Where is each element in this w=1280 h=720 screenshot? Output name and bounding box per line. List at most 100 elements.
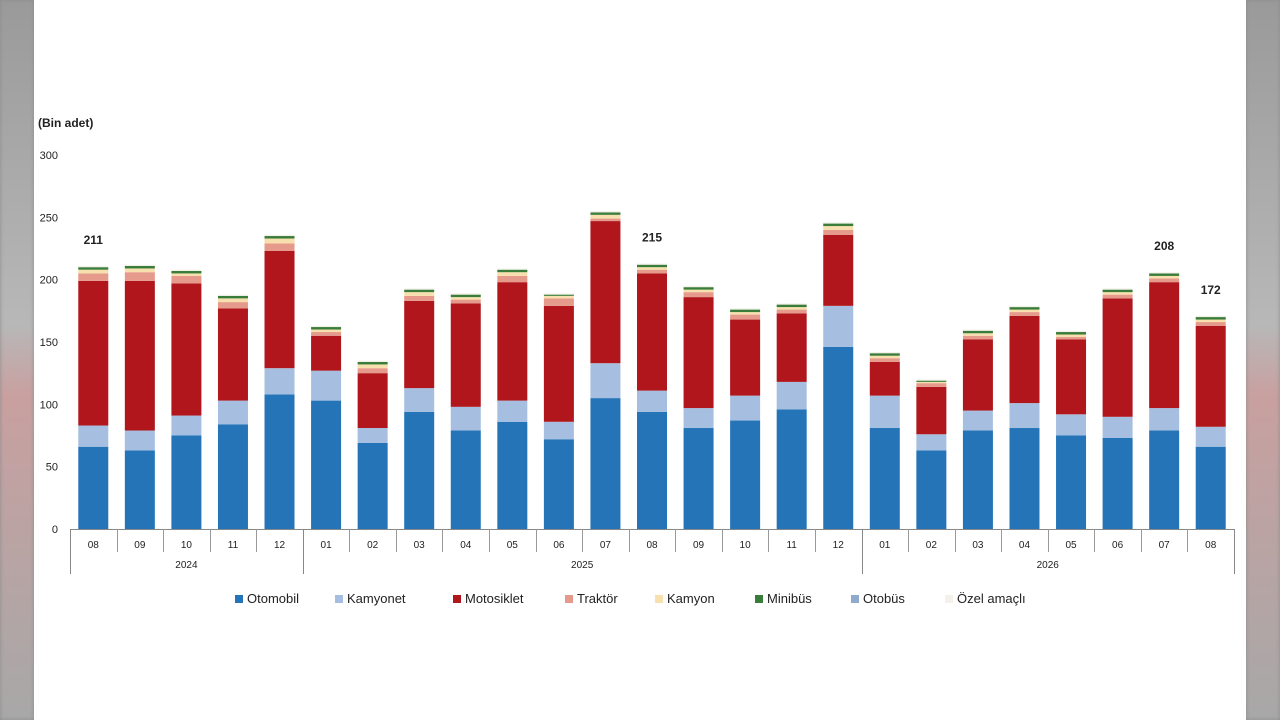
bar-segment bbox=[357, 368, 388, 374]
bar-segment bbox=[311, 327, 342, 330]
bar-segment bbox=[1056, 332, 1087, 335]
bar-segment bbox=[637, 267, 667, 270]
bar-segment bbox=[1149, 282, 1180, 409]
bar-segment bbox=[1102, 298, 1133, 417]
bar-segment bbox=[217, 424, 248, 529]
bar-segment bbox=[264, 368, 295, 395]
bar-segment bbox=[543, 305, 574, 422]
legend-swatch bbox=[235, 594, 243, 603]
bar-segment bbox=[916, 379, 947, 381]
legend-label: Minibüs bbox=[767, 591, 812, 606]
bar-segment bbox=[217, 294, 248, 296]
bar-segment bbox=[916, 434, 947, 451]
y-tick-label: 300 bbox=[40, 150, 58, 162]
bar-segment bbox=[497, 272, 528, 276]
bar-segment bbox=[450, 303, 481, 407]
total-annotation: 215 bbox=[642, 230, 662, 244]
bar-segment bbox=[1056, 414, 1087, 436]
bar-segment bbox=[962, 333, 993, 336]
bar-segment bbox=[776, 307, 807, 310]
bar-segment bbox=[78, 273, 109, 281]
bar-segment bbox=[776, 309, 807, 314]
bar-segment bbox=[962, 329, 993, 331]
bar-segment bbox=[1102, 294, 1133, 299]
bar-segment bbox=[450, 294, 481, 298]
bar-segment bbox=[1149, 278, 1180, 283]
bar-segment bbox=[404, 292, 435, 296]
bar-segment bbox=[124, 265, 155, 269]
x-tick-label: 01 bbox=[879, 540, 891, 551]
bar-segment bbox=[264, 250, 295, 369]
bar-segment bbox=[962, 339, 993, 411]
bar-segment bbox=[869, 351, 900, 354]
legend-item: Kamyon bbox=[655, 591, 755, 606]
chart-panel: (Bin adet) 0 50 100 150 200 250 300 08 09 10 11 12 0… bbox=[34, 0, 1246, 720]
bar-segment bbox=[590, 398, 621, 529]
x-tick-label: 12 bbox=[833, 540, 845, 551]
legend-swatch bbox=[335, 594, 343, 603]
bar-segment bbox=[311, 335, 342, 371]
bar-segment bbox=[637, 273, 667, 391]
bar-segment bbox=[311, 400, 342, 529]
bar-segment bbox=[823, 346, 854, 529]
bar-segment bbox=[823, 305, 854, 347]
legend-label: Kamyon bbox=[667, 591, 715, 606]
total-annotation: 208 bbox=[1154, 239, 1174, 253]
x-tick-label: 10 bbox=[740, 540, 752, 551]
legend-swatch bbox=[453, 594, 461, 603]
bar-segment bbox=[683, 287, 714, 290]
bar-segment bbox=[590, 218, 621, 222]
bar-segment bbox=[543, 295, 574, 299]
legend-swatch bbox=[945, 594, 953, 603]
bar-segment bbox=[217, 295, 248, 299]
bar-segment bbox=[590, 221, 621, 364]
bar-segment bbox=[171, 273, 202, 276]
bar-segment bbox=[730, 308, 761, 310]
x-tick-label: 02 bbox=[367, 540, 379, 551]
bar-segment bbox=[78, 269, 109, 274]
bar-segment bbox=[1102, 416, 1133, 438]
bar-segment bbox=[497, 400, 528, 422]
bar-segment bbox=[916, 383, 947, 387]
bar-segment bbox=[1009, 315, 1040, 404]
legend-label: Özel amaçlı bbox=[957, 591, 1026, 606]
total-annotation: 211 bbox=[84, 233, 104, 247]
bar-segment bbox=[916, 386, 947, 435]
bar-segment bbox=[776, 409, 807, 529]
bar-segment bbox=[1056, 330, 1087, 333]
bar-segment bbox=[357, 361, 388, 365]
bar-segment bbox=[1056, 339, 1087, 415]
bar-segment bbox=[311, 325, 342, 328]
bar-segment bbox=[1009, 307, 1040, 310]
bar-segment bbox=[776, 381, 807, 410]
bar-segment bbox=[637, 269, 667, 274]
bar-segment bbox=[264, 238, 295, 244]
bar-segment bbox=[683, 289, 714, 293]
bar-segment bbox=[1009, 312, 1040, 316]
bar-segment bbox=[1009, 428, 1040, 529]
year-label: 2024 bbox=[175, 560, 198, 571]
bar-segment bbox=[311, 332, 342, 336]
x-tick-label: 03 bbox=[972, 540, 984, 551]
bar-segment bbox=[962, 430, 993, 529]
bar-segment bbox=[264, 243, 295, 251]
bar-segment bbox=[1195, 446, 1226, 529]
bar-segment bbox=[776, 304, 807, 308]
bar-segment bbox=[683, 292, 714, 298]
legend-label: Traktör bbox=[577, 591, 618, 606]
bar-segment bbox=[823, 226, 854, 230]
bar-segment bbox=[450, 293, 481, 295]
bar-segment bbox=[1195, 325, 1226, 427]
x-tick-label: 09 bbox=[134, 540, 146, 551]
bar-segment bbox=[311, 329, 342, 333]
bar-segment bbox=[1009, 305, 1040, 308]
y-tick-label: 200 bbox=[40, 275, 58, 287]
x-tick-label: 09 bbox=[693, 540, 705, 551]
bar-segment bbox=[1102, 292, 1133, 295]
bar-segment bbox=[776, 303, 807, 305]
bar-segment bbox=[171, 275, 202, 284]
x-tick-label: 06 bbox=[553, 540, 565, 551]
legend-label: Otobüs bbox=[863, 591, 905, 606]
bar-segment bbox=[124, 430, 155, 451]
